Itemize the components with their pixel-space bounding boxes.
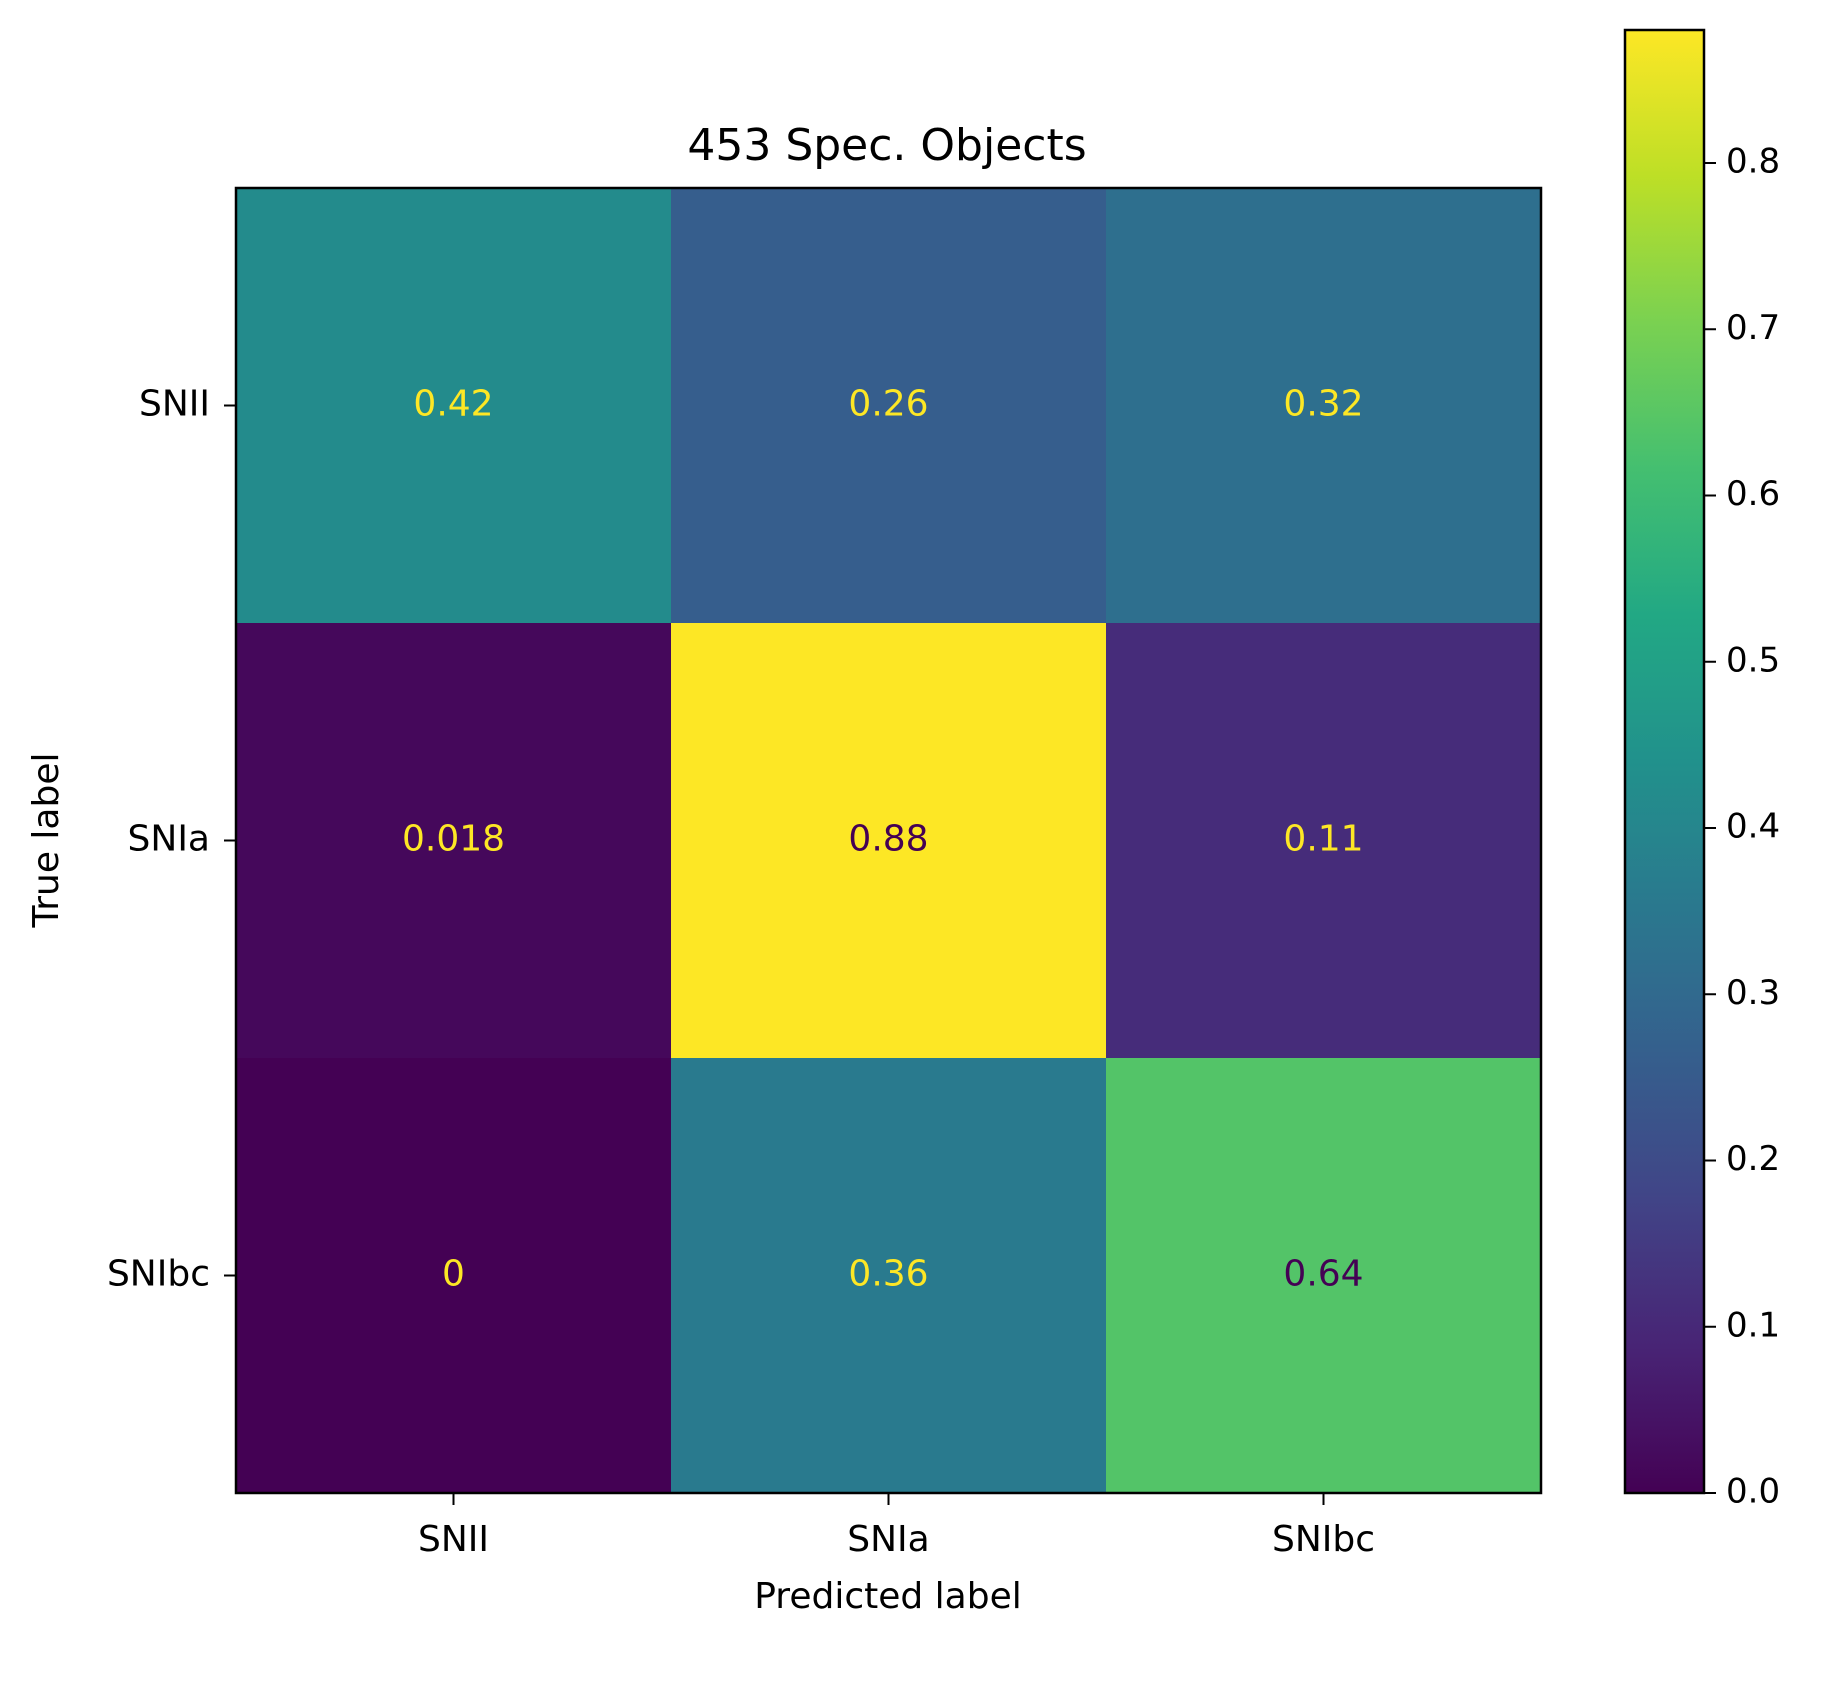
heatmap-cell	[671, 623, 1107, 1059]
heatmap-cell	[1106, 623, 1542, 1059]
y-axis-label: True label	[26, 753, 67, 929]
cell-value-label: 0.64	[1283, 1254, 1363, 1295]
cell-value-label: 0	[442, 1254, 465, 1295]
colorbar-tick-label: 0.5	[1726, 640, 1780, 680]
x-tick-label: SNII	[418, 1519, 489, 1560]
colorbar-frame	[1623, 28, 1706, 1495]
cell-value-label: 0.11	[1283, 819, 1363, 860]
colorbar-tick-label: 0.6	[1726, 474, 1780, 514]
heatmap-cell	[671, 1058, 1107, 1494]
cell-value-labels: 0.42 0.26 0.32 0.018 0.88 0.11 0 0.36 0.64	[402, 384, 1364, 1295]
cell-value-label: 0.42	[413, 384, 493, 425]
x-tick-label: SNIa	[847, 1519, 929, 1560]
x-tick-label: SNIbc	[1272, 1519, 1375, 1560]
heatmap-cell	[671, 188, 1107, 624]
heatmap-cell	[1106, 1058, 1542, 1494]
heatmap-cell	[1106, 188, 1542, 624]
x-axis-ticks: SNII SNIa SNIbc	[418, 1493, 1375, 1560]
y-axis-ticks: SNII SNIa SNIbc	[107, 384, 236, 1295]
cell-value-label: 0.88	[848, 819, 928, 860]
cell-value-label: 0.26	[848, 384, 928, 425]
colorbar	[1625, 30, 1704, 1493]
cell-value-label: 0.36	[848, 1254, 928, 1295]
x-axis-label: Predicted label	[754, 1576, 1022, 1617]
colorbar-tick-label: 0.2	[1726, 1139, 1780, 1179]
colorbar-tick-label: 0.7	[1726, 308, 1780, 348]
cell-value-label: 0.32	[1283, 384, 1363, 425]
heatmap-cell	[236, 623, 672, 1059]
heatmap-cell	[236, 1058, 672, 1494]
y-tick-label: SNIbc	[107, 1254, 210, 1295]
heatmap-cells	[236, 188, 1542, 1494]
colorbar-tick-label: 0.3	[1726, 973, 1780, 1013]
y-tick-label: SNIa	[128, 819, 210, 860]
colorbar-tick-label: 0.8	[1726, 142, 1780, 182]
colorbar-tick-label: 0.0	[1726, 1472, 1780, 1512]
colorbar-tick-label: 0.1	[1726, 1305, 1780, 1345]
chart-title: 453 Spec. Objects	[687, 120, 1086, 171]
colorbar-ticks: 0.0 0.1 0.2 0.3 0.4 0.5 0.6 0.7 0.8	[1704, 142, 1780, 1512]
colorbar-tick-label: 0.4	[1726, 807, 1780, 847]
cell-value-label: 0.018	[402, 819, 505, 860]
y-tick-label: SNII	[139, 384, 210, 425]
heatmap-cell	[236, 188, 672, 624]
